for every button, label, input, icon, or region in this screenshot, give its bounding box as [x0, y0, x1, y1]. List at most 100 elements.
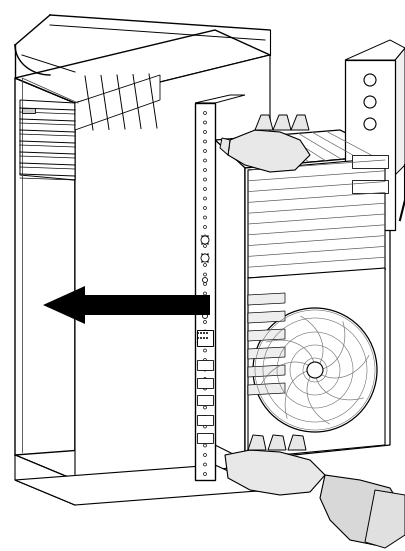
- Circle shape: [203, 415, 207, 419]
- Circle shape: [203, 339, 207, 343]
- Circle shape: [206, 337, 208, 339]
- Polygon shape: [215, 140, 245, 460]
- Polygon shape: [195, 95, 245, 103]
- Polygon shape: [197, 395, 213, 405]
- Circle shape: [203, 207, 207, 209]
- Circle shape: [203, 463, 207, 466]
- Polygon shape: [395, 48, 405, 175]
- Polygon shape: [20, 100, 75, 180]
- Polygon shape: [248, 268, 385, 458]
- Polygon shape: [255, 115, 273, 130]
- Circle shape: [203, 453, 207, 456]
- Polygon shape: [195, 103, 215, 480]
- Circle shape: [203, 349, 207, 352]
- Circle shape: [203, 245, 207, 247]
- Circle shape: [364, 118, 376, 130]
- Circle shape: [203, 332, 205, 334]
- Circle shape: [203, 140, 207, 143]
- Circle shape: [200, 337, 202, 339]
- Circle shape: [201, 254, 209, 262]
- Circle shape: [203, 359, 207, 361]
- Polygon shape: [345, 60, 395, 230]
- Polygon shape: [75, 55, 270, 480]
- Circle shape: [203, 473, 207, 476]
- Polygon shape: [248, 293, 285, 305]
- Circle shape: [203, 444, 207, 447]
- Polygon shape: [15, 78, 75, 480]
- Circle shape: [203, 301, 207, 305]
- Circle shape: [203, 178, 207, 181]
- Circle shape: [364, 74, 376, 86]
- Circle shape: [203, 235, 207, 238]
- Circle shape: [202, 295, 207, 300]
- Circle shape: [203, 321, 207, 323]
- Circle shape: [203, 111, 207, 115]
- Polygon shape: [15, 440, 270, 480]
- Polygon shape: [225, 450, 325, 495]
- Polygon shape: [248, 365, 285, 377]
- Circle shape: [203, 273, 207, 276]
- Polygon shape: [248, 329, 285, 341]
- Circle shape: [206, 332, 208, 334]
- Circle shape: [203, 131, 207, 133]
- Circle shape: [203, 216, 207, 219]
- Circle shape: [203, 169, 207, 171]
- Polygon shape: [248, 158, 385, 278]
- Polygon shape: [15, 455, 75, 505]
- Circle shape: [203, 435, 207, 437]
- Polygon shape: [320, 475, 400, 545]
- Polygon shape: [15, 465, 270, 505]
- Polygon shape: [248, 383, 285, 395]
- Polygon shape: [345, 40, 405, 60]
- Polygon shape: [248, 435, 266, 450]
- Circle shape: [203, 406, 207, 409]
- Polygon shape: [288, 435, 306, 450]
- Polygon shape: [197, 433, 213, 443]
- Polygon shape: [365, 490, 405, 548]
- Polygon shape: [197, 330, 213, 346]
- Circle shape: [203, 425, 207, 428]
- Circle shape: [203, 397, 207, 399]
- FancyArrow shape: [43, 286, 210, 324]
- Polygon shape: [197, 415, 213, 425]
- Circle shape: [203, 263, 207, 267]
- Polygon shape: [75, 75, 160, 130]
- Circle shape: [203, 149, 207, 153]
- Polygon shape: [228, 130, 310, 172]
- Circle shape: [203, 159, 207, 162]
- Circle shape: [203, 121, 207, 124]
- Polygon shape: [352, 180, 388, 193]
- Circle shape: [203, 197, 207, 200]
- Circle shape: [200, 332, 202, 334]
- Circle shape: [201, 236, 209, 244]
- Circle shape: [203, 283, 207, 285]
- Polygon shape: [268, 435, 286, 450]
- Circle shape: [203, 368, 207, 371]
- Circle shape: [203, 330, 207, 333]
- Circle shape: [364, 96, 376, 108]
- Polygon shape: [15, 30, 270, 103]
- Circle shape: [203, 337, 205, 339]
- Circle shape: [202, 278, 207, 283]
- Polygon shape: [197, 378, 213, 388]
- Circle shape: [253, 308, 377, 432]
- Polygon shape: [248, 347, 285, 359]
- Circle shape: [203, 292, 207, 295]
- Circle shape: [197, 332, 199, 334]
- Polygon shape: [245, 155, 390, 460]
- Circle shape: [203, 311, 207, 314]
- Polygon shape: [22, 108, 35, 113]
- Circle shape: [202, 314, 207, 318]
- Polygon shape: [197, 360, 213, 370]
- Polygon shape: [220, 138, 230, 155]
- Polygon shape: [215, 130, 390, 168]
- Polygon shape: [273, 115, 291, 130]
- Circle shape: [203, 377, 207, 381]
- Polygon shape: [248, 311, 285, 323]
- Circle shape: [203, 225, 207, 229]
- Circle shape: [203, 254, 207, 257]
- Circle shape: [307, 362, 323, 378]
- Polygon shape: [352, 155, 388, 168]
- Circle shape: [203, 387, 207, 390]
- Polygon shape: [291, 115, 309, 130]
